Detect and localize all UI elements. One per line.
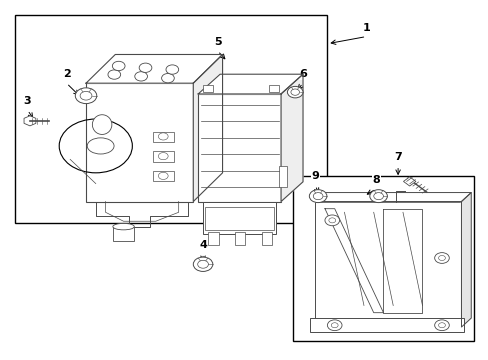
Circle shape	[158, 133, 168, 140]
Ellipse shape	[87, 138, 114, 154]
Polygon shape	[281, 74, 303, 202]
Bar	[203, 202, 276, 234]
Bar	[152, 132, 174, 142]
Bar	[15, 15, 327, 223]
Text: 2: 2	[62, 69, 70, 79]
Polygon shape	[315, 193, 470, 202]
Text: 1: 1	[362, 23, 369, 33]
Bar	[261, 232, 272, 244]
Bar	[152, 171, 174, 181]
Polygon shape	[86, 54, 222, 83]
Circle shape	[197, 260, 208, 268]
Bar	[152, 152, 174, 162]
Text: 8: 8	[371, 175, 379, 185]
Bar	[203, 85, 212, 92]
Text: 7: 7	[393, 152, 401, 162]
Circle shape	[287, 86, 303, 98]
Circle shape	[75, 88, 97, 104]
Bar	[315, 202, 461, 327]
Circle shape	[327, 320, 341, 330]
Circle shape	[112, 61, 125, 71]
Circle shape	[135, 72, 147, 81]
Circle shape	[290, 89, 299, 95]
Bar	[234, 232, 245, 244]
Circle shape	[313, 193, 322, 200]
Circle shape	[108, 70, 121, 79]
Bar	[278, 166, 287, 187]
Text: 9: 9	[311, 171, 319, 181]
Circle shape	[158, 153, 168, 160]
Circle shape	[369, 190, 386, 203]
Circle shape	[165, 65, 178, 74]
Polygon shape	[325, 209, 451, 313]
Polygon shape	[461, 193, 470, 327]
Text: 6: 6	[299, 69, 306, 79]
Bar	[310, 318, 463, 332]
Text: 3: 3	[23, 96, 31, 106]
Circle shape	[158, 172, 168, 180]
Polygon shape	[193, 54, 222, 202]
Circle shape	[97, 145, 107, 152]
Bar	[403, 177, 415, 186]
Ellipse shape	[92, 115, 112, 134]
Circle shape	[434, 320, 448, 330]
Polygon shape	[325, 209, 383, 313]
Bar	[205, 207, 273, 230]
Circle shape	[325, 215, 339, 226]
Circle shape	[309, 190, 326, 203]
Circle shape	[193, 257, 212, 271]
Circle shape	[330, 323, 337, 328]
Bar	[113, 226, 134, 241]
Circle shape	[434, 253, 448, 264]
Bar	[198, 94, 281, 202]
Circle shape	[328, 218, 335, 223]
Text: 5: 5	[213, 37, 221, 47]
Circle shape	[438, 256, 445, 261]
Circle shape	[161, 73, 174, 83]
Circle shape	[373, 193, 383, 200]
Circle shape	[438, 323, 445, 328]
Bar	[293, 176, 473, 341]
Ellipse shape	[113, 224, 134, 230]
Text: 4: 4	[199, 239, 206, 249]
Circle shape	[139, 63, 152, 72]
Circle shape	[80, 91, 92, 100]
Polygon shape	[198, 74, 303, 94]
Bar	[86, 83, 193, 202]
Bar	[268, 85, 278, 92]
Bar	[207, 232, 218, 244]
